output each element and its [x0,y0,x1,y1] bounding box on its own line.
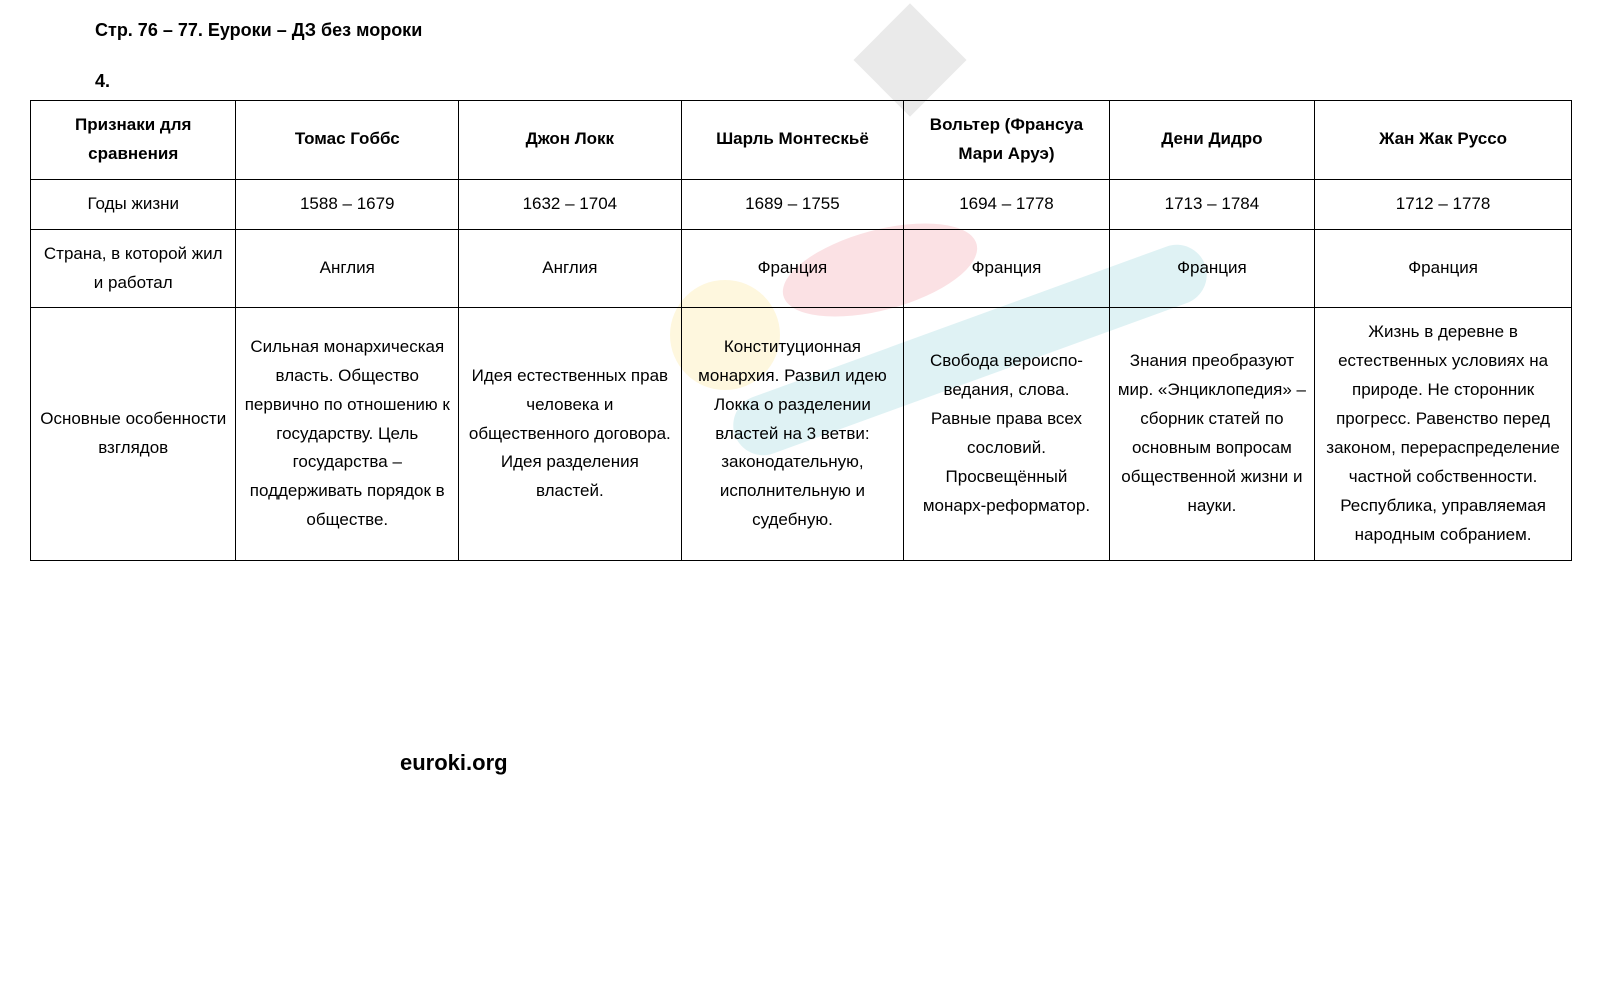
cell-years-montesquieu: 1689 – 1755 [681,179,904,229]
col-header-locke: Джон Локк [459,101,682,180]
cell-years-diderot: 1713 – 1784 [1109,179,1314,229]
table-row: Основные особенности взглядов Сильная мо… [31,308,1572,560]
col-header-diderot: Дени Дидро [1109,101,1314,180]
watermark-text: euroki.org [400,750,508,776]
cell-views-rousseau: Жизнь в деревне в естественных условиях … [1315,308,1572,560]
cell-views-voltaire: Свобода вероиспо-ведания, слова. Равные … [904,308,1109,560]
cell-years-voltaire: 1694 – 1778 [904,179,1109,229]
cell-views-locke: Идея естественных прав человека и общест… [459,308,682,560]
row-label-country: Страна, в которой жил и работал [31,229,236,308]
page-title: Стр. 76 – 77. Еуроки – ДЗ без мороки [95,20,1572,41]
col-header-rousseau: Жан Жак Руссо [1315,101,1572,180]
col-header-hobbes: Томас Гоббс [236,101,459,180]
cell-years-rousseau: 1712 – 1778 [1315,179,1572,229]
col-header-voltaire: Вольтер (Франсуа Мари Аруэ) [904,101,1109,180]
cell-country-montesquieu: Франция [681,229,904,308]
col-header-criteria: Признаки для сравнения [31,101,236,180]
cell-years-hobbes: 1588 – 1679 [236,179,459,229]
cell-country-voltaire: Франция [904,229,1109,308]
table-row: Страна, в которой жил и работал Англия А… [31,229,1572,308]
cell-country-diderot: Франция [1109,229,1314,308]
table-header-row: Признаки для сравнения Томас Гоббс Джон … [31,101,1572,180]
cell-country-locke: Англия [459,229,682,308]
question-number: 4. [95,71,1572,92]
cell-years-locke: 1632 – 1704 [459,179,682,229]
row-label-views: Основные особенности взглядов [31,308,236,560]
cell-country-rousseau: Франция [1315,229,1572,308]
col-header-montesquieu: Шарль Монтескьё [681,101,904,180]
table-row: Годы жизни 1588 – 1679 1632 – 1704 1689 … [31,179,1572,229]
cell-views-diderot: Знания преобразуют мир. «Энциклопедия» –… [1109,308,1314,560]
cell-country-hobbes: Англия [236,229,459,308]
cell-views-montesquieu: Конституционная монархия. Развил идею Ло… [681,308,904,560]
philosophers-table: Признаки для сравнения Томас Гоббс Джон … [30,100,1572,561]
row-label-years: Годы жизни [31,179,236,229]
cell-views-hobbes: Сильная монархическая власть. Общество п… [236,308,459,560]
